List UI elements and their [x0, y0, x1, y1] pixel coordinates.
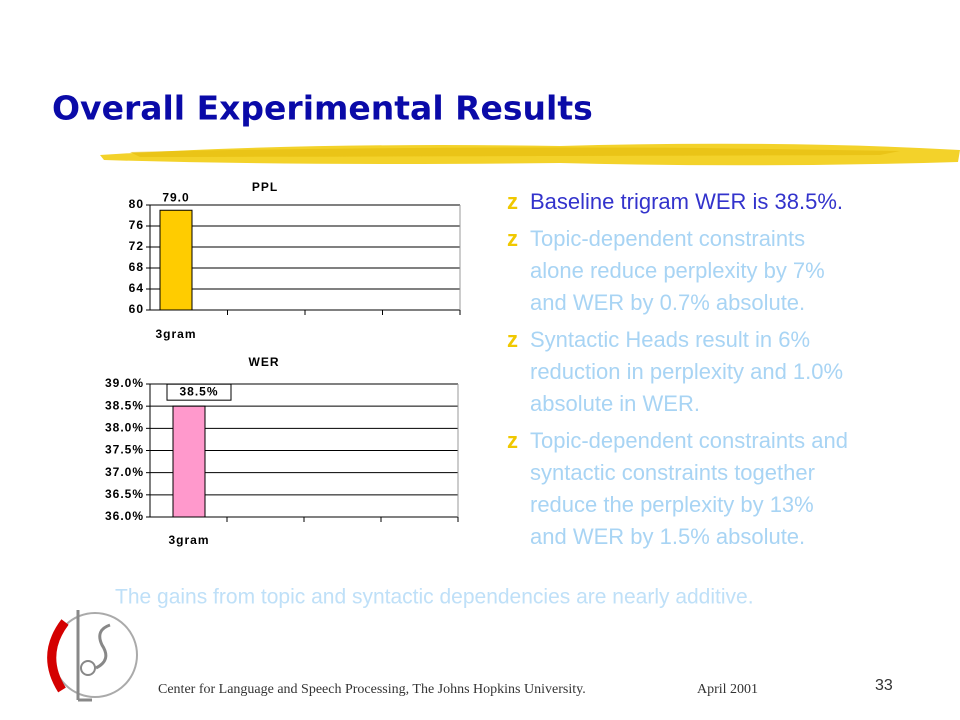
bullet-text: and WER by 1.5% absolute.: [530, 524, 805, 549]
bullet-text: Topic-dependent constraints: [530, 226, 805, 251]
y-tick-label: 72: [129, 239, 144, 253]
bullet-text: Topic-dependent constraints and: [530, 428, 848, 453]
chart-title: WER: [249, 355, 280, 369]
y-tick-label: 37.5%: [105, 443, 144, 457]
bullet-text: syntactic constraints together: [530, 460, 815, 485]
brush-stroke: [100, 143, 960, 166]
bullet-text: and WER by 0.7% absolute.: [530, 290, 805, 315]
bullet-marker: z: [507, 327, 518, 352]
slide-title: Overall Experimental Results: [52, 89, 593, 128]
y-tick-label: 68: [129, 260, 144, 274]
y-tick-label: 76: [129, 218, 144, 232]
chart-title: PPL: [252, 180, 278, 194]
bullet-marker: z: [507, 189, 518, 214]
value-label-box: [166, 383, 232, 401]
y-tick-label: 38.5%: [105, 398, 144, 412]
y-tick-label: 38.0%: [105, 421, 144, 435]
value-label: 38.5%: [179, 384, 218, 398]
page-number: 33: [875, 677, 893, 694]
bullet-text: reduce the perplexity by 13%: [530, 492, 814, 517]
value-label: 79.0: [162, 190, 189, 204]
bullet-text: alone reduce perplexity by 7%: [530, 258, 825, 283]
bullet-marker: z: [507, 428, 518, 453]
footer-affiliation: Center for Language and Speech Processin…: [158, 682, 586, 697]
y-tick-label: 60: [129, 302, 144, 316]
footer-date: April 2001: [697, 682, 758, 697]
bullet-text: absolute in WER.: [530, 391, 700, 416]
note: The gains from topic and syntactic depen…: [115, 586, 754, 609]
logo: [47, 610, 138, 702]
y-tick-label: 80: [129, 197, 144, 211]
bullet-text: reduction in perplexity and 1.0%: [530, 359, 843, 384]
x-tick-label: 3gram: [155, 327, 196, 341]
y-tick-label: 64: [129, 281, 144, 295]
bullet-text: Baseline trigram WER is 38.5%.: [530, 189, 843, 214]
y-tick-label: 37.0%: [105, 465, 144, 479]
bullet-text: Syntactic Heads result in 6%: [530, 327, 810, 352]
bullet-marker: z: [507, 226, 518, 251]
y-tick-label: 36.5%: [105, 487, 144, 501]
bar: [159, 209, 193, 311]
y-tick-label: 36.0%: [105, 509, 144, 523]
y-tick-label: 39.0%: [105, 376, 144, 390]
x-tick-label: 3gram: [168, 533, 209, 547]
bar: [172, 405, 206, 518]
